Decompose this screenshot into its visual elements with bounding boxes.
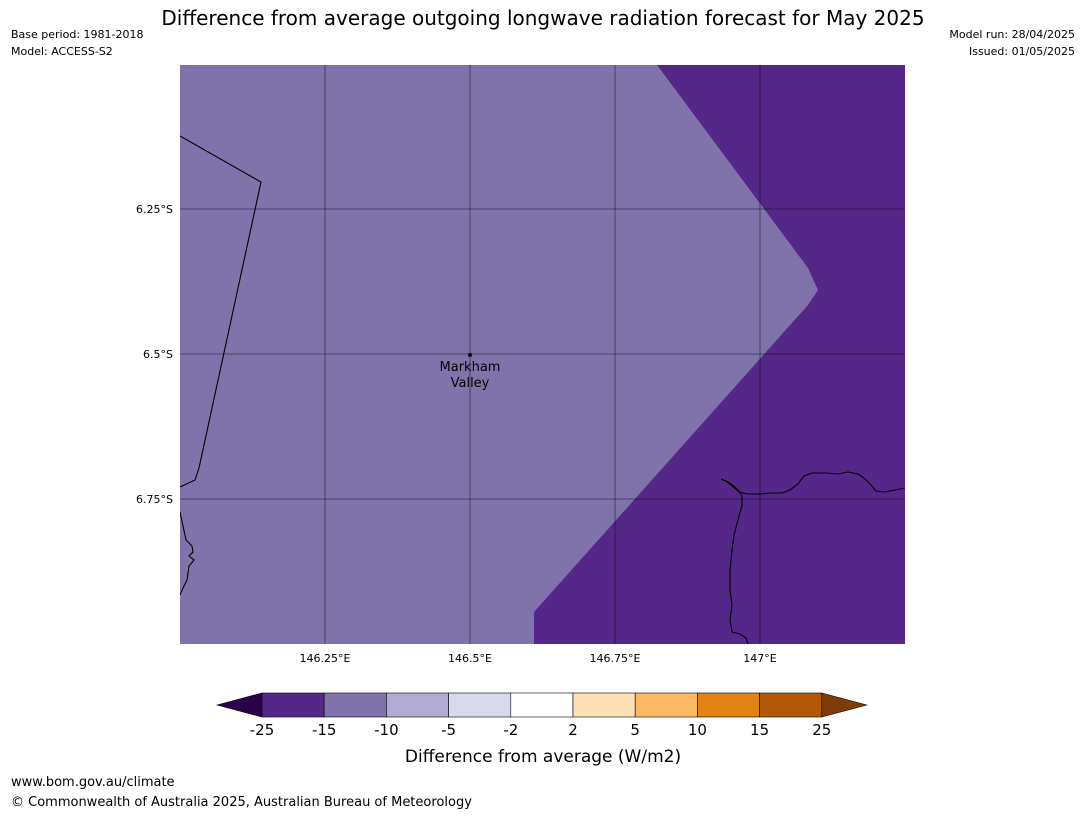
lon-label-146-5: 146.5°E (448, 652, 492, 665)
colorbar-tick-label: -10 (374, 721, 399, 739)
colorbar-tick-label: 2 (568, 721, 578, 739)
colorbar-tick-label: 15 (750, 721, 769, 739)
colorbar-segment (759, 692, 823, 718)
colorbar-segment (634, 692, 698, 718)
colorbar-tick-label: 25 (812, 721, 831, 739)
lon-label-147: 147°E (743, 652, 776, 665)
footer-url: www.bom.gov.au/climate (11, 775, 175, 790)
footer: www.bom.gov.au/climate © Commonwealth of… (11, 773, 472, 813)
coastline-west (180, 511, 195, 596)
province-boundary (180, 135, 262, 488)
model-run: Model run: 28/04/2025 (949, 28, 1075, 41)
colorbar-segment (572, 692, 636, 718)
colorbar-tick-label: 10 (688, 721, 707, 739)
colorbar-segment (261, 692, 325, 718)
colorbar-extend-low (215, 692, 263, 718)
colorbar-segment (697, 692, 760, 718)
colorbar-tick-label: -5 (441, 721, 456, 739)
colorbar-tick-label: 5 (630, 721, 640, 739)
place-label-line1: Markham (440, 360, 501, 375)
colorbar-tick-label: -2 (503, 721, 518, 739)
colorbar-segment (448, 692, 512, 718)
lat-label-6-5: 6.5°S (143, 348, 173, 361)
lat-label-6-25: 6.25°S (136, 203, 173, 216)
issued-date: Issued: 01/05/2025 (968, 45, 1075, 58)
lon-label-146-75: 146.75°E (590, 652, 641, 665)
lon-label-146-25: 146.25°E (300, 652, 351, 665)
colorbar-segment (386, 692, 449, 718)
place-marker (468, 353, 472, 357)
boundaries (180, 135, 905, 644)
footer-copyright: © Commonwealth of Australia 2025, Austra… (11, 795, 472, 810)
base-period: Base period: 1981-2018 (11, 28, 144, 41)
map-figure: Markham Valley 6.25°S 6.5°S 6.75°S 146.2… (136, 65, 905, 767)
colorbar-label: Difference from average (W/m2) (405, 747, 681, 767)
colorbar-tick-label: -15 (312, 721, 337, 739)
colorbar: -25 -15 -10 -5 -2 2 5 10 15 25 (215, 692, 868, 739)
lat-label-6-75: 6.75°S (136, 493, 173, 506)
map-title: Difference from average outgoing longwav… (161, 6, 925, 30)
colorbar-segment (510, 692, 574, 718)
model-name: Model: ACCESS-S2 (11, 45, 113, 58)
place-label-line2: Valley (451, 376, 490, 391)
map-panel (180, 65, 905, 644)
info-left: Base period: 1981-2018 Model: ACCESS-S2 (11, 26, 143, 60)
colorbar-extend-high (821, 692, 868, 718)
colorbar-segment (323, 692, 387, 718)
coastline-east (720, 471, 905, 644)
info-right: Model run: 28/04/2025 Issued: 01/05/2025 (949, 26, 1075, 60)
colorbar-tick-label: -25 (250, 721, 275, 739)
